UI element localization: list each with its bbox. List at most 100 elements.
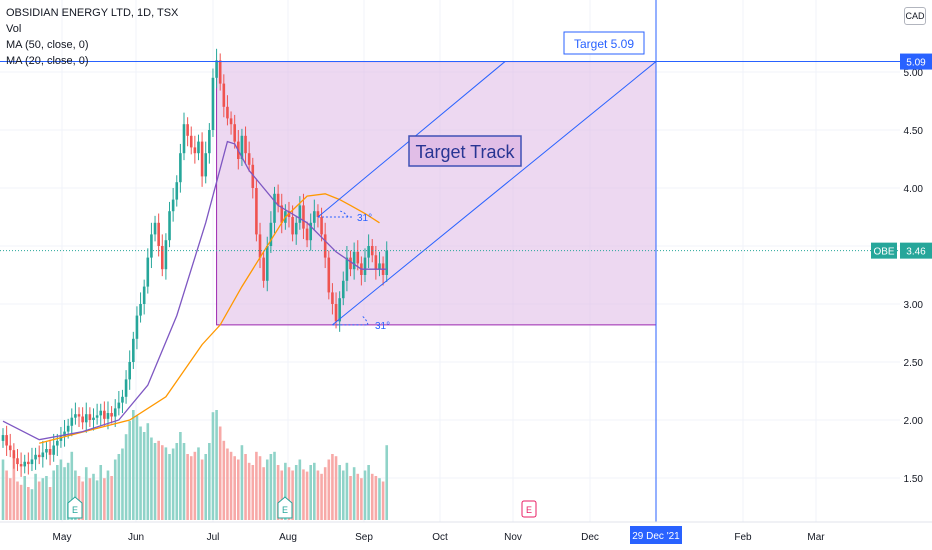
candle-body: [363, 257, 367, 275]
volume-bar: [88, 478, 92, 520]
earnings-marker[interactable]: E: [526, 505, 532, 515]
candle-body: [157, 222, 160, 246]
volume-bar: [95, 480, 99, 520]
volume-bar: [320, 473, 323, 520]
candle-body: [77, 414, 81, 417]
event-flag: [277, 496, 293, 519]
volume-bar: [211, 412, 215, 520]
target-label: Target 5.09: [574, 37, 634, 51]
volume-bar: [92, 473, 95, 520]
volume-bar: [200, 459, 204, 520]
volume-bar: [164, 447, 168, 520]
volume-bar: [27, 487, 30, 520]
volume-bar: [255, 451, 258, 520]
volume-bar: [48, 487, 52, 520]
candle-body: [124, 379, 128, 397]
candle-body: [229, 118, 233, 125]
candle-body: [164, 240, 168, 270]
candle-body: [298, 205, 302, 223]
volume-bar: [132, 410, 135, 520]
angle-label-lower: 31°: [375, 321, 390, 332]
volume-bar: [110, 476, 113, 520]
candle-body: [341, 280, 345, 299]
volume-bar: [193, 451, 197, 520]
volume-bar: [23, 476, 27, 520]
candle-body: [222, 83, 226, 107]
candle-body: [48, 449, 52, 455]
x-tick-label: Dec: [581, 532, 599, 543]
volume-bar: [45, 476, 48, 520]
volume-bar: [378, 478, 381, 520]
x-tick-label: Jun: [128, 532, 144, 543]
candle-body: [186, 124, 189, 136]
volume-bar: [197, 447, 200, 520]
candle-body: [12, 450, 16, 459]
candle-body: [244, 135, 247, 154]
volume-bar: [280, 470, 284, 520]
target-box[interactable]: [216, 61, 657, 326]
volume-bar: [287, 467, 291, 520]
x-tick-label: Oct: [432, 532, 448, 543]
event-flag-label: E: [72, 505, 78, 515]
candle-body: [88, 414, 92, 420]
candle-body: [215, 60, 218, 78]
ma20-legend: MA (20, close, 0): [6, 55, 89, 67]
candle-body: [84, 414, 88, 423]
volume-bar: [237, 459, 240, 520]
candle-body: [385, 250, 389, 275]
candle-body: [142, 286, 146, 304]
volume-bar: [345, 462, 349, 520]
currency-badge[interactable]: CAD: [904, 7, 926, 25]
volume-bar: [8, 478, 12, 520]
volume-bar: [121, 448, 124, 520]
volume-bar: [327, 459, 331, 520]
candle-body: [291, 217, 294, 235]
date-badge-label: 29 Dec '21: [632, 531, 680, 542]
volume-bar: [37, 481, 41, 520]
y-tick-label: 2.00: [904, 416, 924, 427]
candle-body: [218, 60, 222, 84]
angle-arc-upper: [339, 210, 349, 218]
track-label: Target Track: [415, 142, 515, 162]
event-marker-box: [521, 500, 537, 518]
volume-bar: [363, 470, 367, 520]
drawings: 31° 31° Target 5.09 Target Track E E: [0, 0, 900, 522]
candle-body: [70, 417, 74, 426]
volume-bar: [124, 434, 128, 520]
volume-bar: [262, 467, 265, 520]
volume-bar: [334, 456, 338, 520]
volume-bars: [1, 410, 389, 520]
volume-bar: [153, 443, 157, 520]
volume-bar: [135, 415, 139, 520]
volume-bar: [244, 454, 247, 520]
candle-body: [168, 211, 171, 241]
candle-body: [171, 199, 175, 212]
candle-body: [160, 246, 164, 270]
candle-body: [327, 257, 331, 293]
candle-body: [313, 211, 316, 223]
ticker-badge: [871, 242, 897, 259]
candle-body: [323, 234, 327, 258]
candle-body: [45, 449, 48, 453]
volume-bar: [142, 432, 146, 520]
event-flag-label: E: [282, 505, 288, 515]
event-flag: [67, 496, 83, 519]
angle-arc-lower: [361, 315, 369, 326]
y-tick-label: 2.50: [904, 358, 924, 369]
candle-body: [19, 464, 23, 467]
candle-body: [37, 454, 41, 458]
candle-body: [146, 257, 150, 287]
candle-body: [59, 436, 63, 441]
volume-bar: [41, 478, 45, 520]
volume-bar: [103, 478, 106, 520]
volume-bar: [338, 465, 341, 520]
volume-bar: [352, 467, 356, 520]
volume-bar: [171, 448, 175, 520]
candle-body: [280, 205, 284, 223]
volume-bar: [160, 445, 164, 520]
volume-bar: [258, 456, 262, 520]
x-tick-label: Sep: [355, 532, 373, 543]
